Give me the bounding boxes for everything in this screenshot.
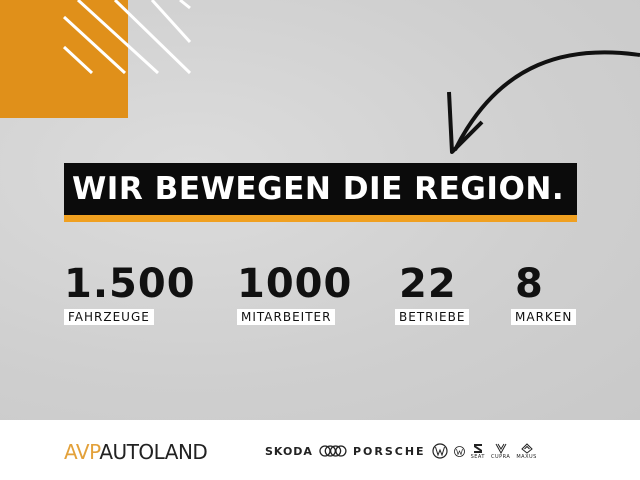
stat-vehicles: 1.500 FAHRZEUGE (64, 262, 196, 325)
logo-autoland: AUTOLAND (99, 440, 208, 464)
stat-brands: 8 MARKEN (511, 261, 577, 325)
brand-porsche: PORSCHE (352, 444, 426, 458)
stat-label: MITARBEITER (237, 309, 336, 325)
stat-value: 1000 (237, 261, 353, 307)
cupra-icon (495, 443, 507, 454)
orange-square-decoration (0, 0, 128, 118)
stat-value: 1.500 (64, 261, 196, 307)
headline-banner: WIR BEWEGEN DIE REGION. (64, 163, 577, 215)
maxus-icon (520, 442, 533, 454)
logo-avp: AVP (64, 440, 100, 464)
cupra-logo: CUPRA (491, 443, 510, 460)
stat-value: 8 (515, 261, 544, 307)
seat-icon (473, 443, 482, 453)
brand-maxus: MAXUS (516, 453, 537, 460)
brand-cupra: CUPRA (490, 453, 511, 460)
stat-label: BETRIEBE (395, 309, 470, 325)
stat-value: 22 (399, 261, 457, 307)
vw-icon (431, 443, 448, 459)
brand-logos: SKODA PORSCHE SEAT CUPRA MAXUS (265, 438, 537, 464)
curved-arrow-icon (447, 50, 640, 154)
maxus-logo: MAXUS (516, 442, 537, 460)
audi-rings-icon (319, 445, 347, 457)
vw-commercial-icon (453, 445, 465, 457)
brand-skoda: SKODA (265, 444, 313, 458)
brand-seat: SEAT (470, 453, 485, 460)
vw-commercial-logo (453, 445, 465, 457)
diagonal-stripes-decoration (62, 0, 192, 75)
stat-locations: 22 BETRIEBE (395, 261, 470, 325)
stat-label: FAHRZEUGE (64, 309, 154, 325)
seat-logo: SEAT (471, 443, 485, 460)
headline-underline (64, 215, 577, 222)
stat-employees: 1000 MITARBEITER (237, 262, 352, 325)
avp-autoland-logo: AVPAUTOLAND (64, 440, 208, 464)
stat-label: MARKEN (511, 309, 577, 325)
